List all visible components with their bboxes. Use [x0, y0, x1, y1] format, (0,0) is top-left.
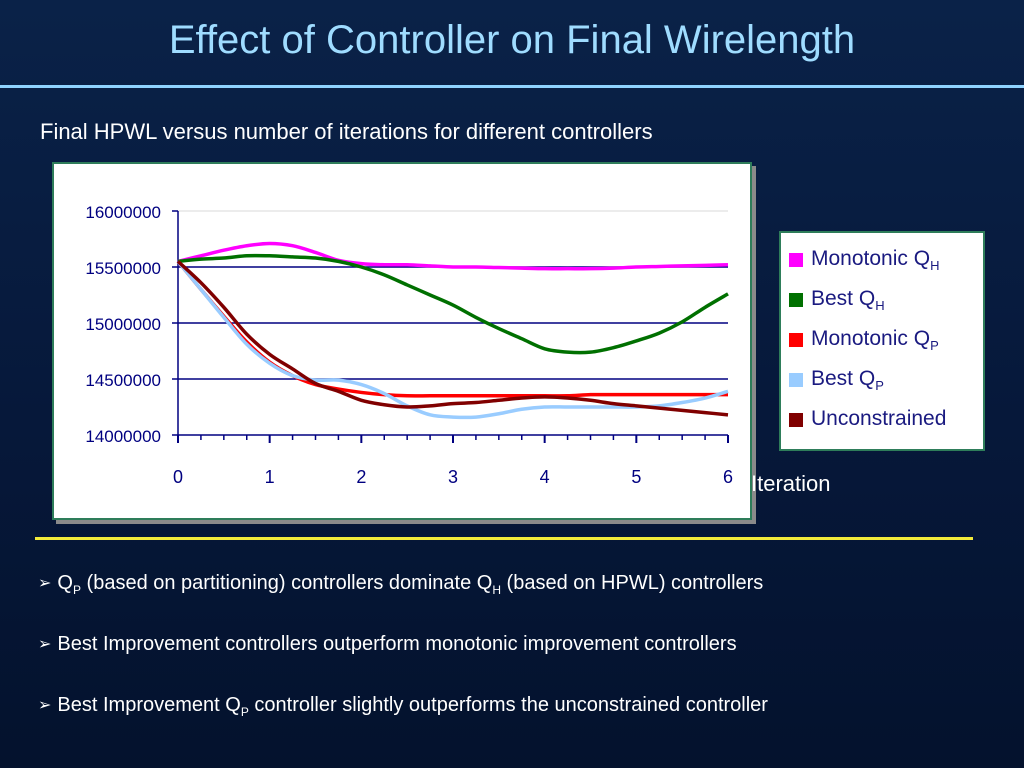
legend-swatch [789, 333, 803, 347]
y-tick-label: 15500000 [85, 259, 161, 278]
series-line [177, 253, 729, 355]
bullet-text: controller slightly outperforms the unco… [248, 694, 768, 716]
legend-swatch [789, 293, 803, 307]
x-axis-title: Iteration [751, 471, 831, 496]
bullet-text: P [72, 583, 81, 597]
legend-item: Monotonic QP [789, 327, 983, 367]
section-divider [35, 537, 973, 540]
x-tick-label: 0 [173, 467, 183, 487]
bullet-arrow-icon: ➢ [38, 575, 52, 592]
legend-subscript: H [875, 298, 885, 314]
bullet-text: P [240, 705, 249, 719]
bullet-text: Best Improvement controllers outperform … [57, 633, 737, 655]
legend-swatch [789, 413, 803, 427]
x-tick-label: 1 [265, 467, 275, 487]
legend-subscript: P [875, 378, 884, 394]
legend-item: Best QP [789, 367, 983, 407]
chart-subtitle: Final HPWL versus number of iterations f… [40, 119, 653, 144]
legend-label: Monotonic QH [811, 247, 939, 273]
bullet-2: ➢ Best Improvement controllers outperform… [38, 633, 737, 656]
bullet-text: (based on partitioning) controllers domi… [80, 572, 493, 594]
legend-name: Monotonic Q [811, 327, 931, 350]
legend-name: Unconstrained [811, 407, 947, 430]
y-tick-label: 15000000 [85, 315, 161, 334]
y-tick-label: 14000000 [85, 427, 161, 446]
series-line [176, 260, 729, 417]
legend-swatch [789, 253, 803, 267]
bullet-text: (based on HPWL) controllers [500, 572, 764, 594]
y-tick-label: 14500000 [85, 371, 161, 390]
bullet-1: ➢ QP (based on partitioning) controllers … [38, 572, 763, 597]
x-tick-label: 4 [540, 467, 550, 487]
bullet-text: H [492, 583, 501, 597]
bullet-arrow-icon: ➢ [38, 636, 52, 653]
legend-subscript: P [930, 338, 939, 354]
chart-legend: Monotonic QH Best QH Monotonic QP Best QP Un… [779, 231, 985, 451]
bullet-text: Q [57, 572, 73, 594]
legend-label: Best QH [811, 287, 885, 313]
legend-item: Unconstrained [789, 407, 983, 447]
x-tick-label: 3 [448, 467, 458, 487]
legend-swatch [789, 373, 803, 387]
legend-name: Best Q [811, 367, 876, 390]
x-tick-label: 5 [631, 467, 641, 487]
x-tick-label: 6 [723, 467, 733, 487]
legend-label: Monotonic QP [811, 327, 939, 353]
chart-panel: 14000000 14500000 15000000 15500000 16000000… [52, 162, 752, 520]
legend-name: Best Q [811, 287, 876, 310]
bullet-arrow-icon: ➢ [38, 697, 52, 714]
bullet-3: ➢ Best Improvement QP controller slightly… [38, 694, 768, 719]
series-line [176, 260, 728, 398]
legend-subscript: H [930, 258, 940, 274]
legend-label: Unconstrained [811, 407, 946, 431]
slide-title: Effect of Controller on Final Wirelength [168, 18, 856, 62]
series-line [177, 241, 729, 271]
title-underline [0, 85, 1024, 88]
legend-name: Monotonic Q [811, 247, 931, 270]
x-tick-label: 2 [356, 467, 366, 487]
bullet-text: Best Improvement Q [57, 694, 241, 716]
legend-item: Monotonic QH [789, 247, 983, 287]
legend-item: Best QH [789, 287, 983, 327]
legend-label: Best QP [811, 367, 884, 393]
y-tick-label: 16000000 [85, 203, 161, 222]
hpwl-line-chart: 14000000 14500000 15000000 15500000 16000000… [85, 203, 733, 487]
